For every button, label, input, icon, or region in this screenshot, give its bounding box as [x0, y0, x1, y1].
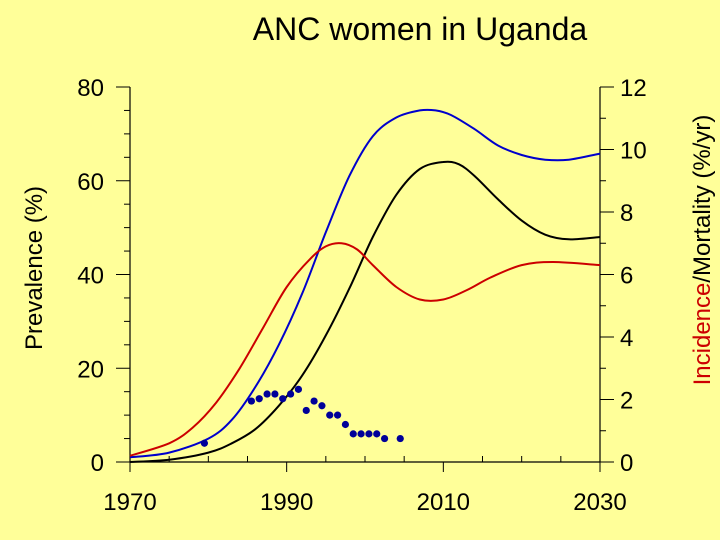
y-right-tick-label: 6 — [620, 263, 633, 290]
data-point — [380, 434, 389, 443]
x-tick-label: 2030 — [573, 489, 626, 516]
y-axis-right-label-part: / — [689, 276, 716, 283]
data-point — [357, 430, 365, 438]
y-right-tick-label: 2 — [620, 388, 633, 415]
y-left-tick-label: 0 — [91, 450, 104, 477]
data-point — [263, 390, 271, 398]
y-right-tick-label: 12 — [620, 75, 647, 102]
data-point — [341, 420, 350, 429]
x-tick-label: 1970 — [103, 489, 156, 516]
series-line-0 — [129, 108, 601, 459]
y-left-tick-label: 60 — [77, 169, 104, 196]
data-point — [279, 395, 287, 403]
axes: 0 20 40 60 80 0 2 4 6 8 10 12 1970 1990 2010 2030 — [77, 75, 646, 516]
data-point — [396, 434, 404, 443]
y-left-tick-label: 40 — [77, 263, 104, 290]
y-right-tick-label: 10 — [620, 138, 647, 165]
data-point — [302, 406, 310, 415]
y-axis-right-label: Incidence/Mortality (%/yr) — [689, 115, 716, 386]
data-point — [349, 430, 357, 438]
y-right-tick-label: 8 — [620, 200, 633, 227]
data-point — [271, 390, 279, 398]
y-axis-right-label-part: Incidence — [689, 283, 716, 386]
series-line-2 — [129, 242, 601, 457]
data-point — [326, 411, 334, 419]
data-point — [247, 397, 256, 405]
x-tick-label: 1990 — [260, 489, 313, 516]
series-group — [129, 108, 601, 463]
data-point — [294, 385, 303, 393]
x-tick-label: 2010 — [417, 489, 470, 516]
y-right-tick-label: 0 — [620, 450, 633, 477]
data-point — [255, 395, 263, 403]
y-left-tick-label: 20 — [77, 356, 104, 383]
y-right-tick-label: 4 — [620, 325, 633, 352]
y-axis-right-label-part: Mortality — [689, 185, 716, 276]
data-point — [373, 430, 381, 438]
data-point — [365, 430, 373, 438]
data-point — [333, 411, 342, 419]
y-left-tick-label: 80 — [77, 75, 104, 102]
y-axis-left-label: Prevalence (%) — [21, 186, 48, 350]
data-point — [200, 439, 209, 447]
series-line-1 — [129, 160, 601, 463]
chart-title: ANC women in Uganda — [253, 11, 588, 47]
y-axis-right-label-part: (%/yr) — [689, 115, 716, 186]
data-point — [318, 402, 326, 410]
data-point — [286, 390, 295, 398]
data-point — [310, 397, 318, 405]
